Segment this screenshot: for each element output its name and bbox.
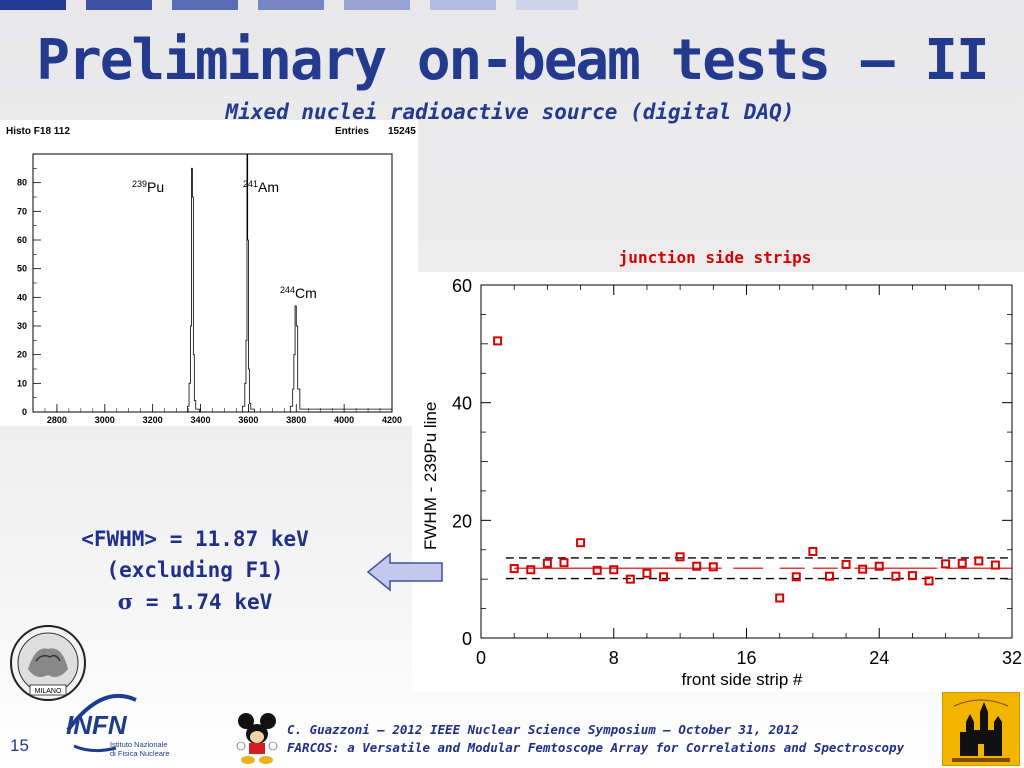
peak-label-cm: 244Cm [280, 285, 317, 301]
histogram-x-tick-label: 4200 [382, 415, 402, 425]
histogram-x-tick-label: 3200 [143, 415, 163, 425]
scatter-data-point [642, 568, 652, 578]
scatter-data-point [957, 558, 967, 568]
fwhm-summary: <FWHM> = 11.87 keV (excluding F1) σ = 1.… [30, 524, 360, 618]
histogram-y-tick-label: 20 [17, 350, 27, 360]
histogram-y-tick-label: 10 [17, 378, 27, 388]
fwhm-scatter-chart: 0 20 40 60 0 8 16 24 32 front side strip # FWHM … [421, 276, 1022, 689]
scatter-x-tick-label: 16 [736, 648, 756, 668]
scatter-data-point [592, 565, 602, 575]
scatter-data-point [791, 572, 801, 582]
scatter-data-point [708, 562, 718, 572]
slide-number: 15 [10, 736, 29, 755]
footer-line-1: C. Guazzoni – 2012 IEEE Nuclear Science … [287, 722, 799, 737]
left-arrow-icon [366, 552, 443, 592]
castle-logo [942, 692, 1020, 766]
scatter-data-point [625, 574, 635, 584]
scatter-y-tick-label: 0 [462, 629, 472, 649]
scatter-data-point [493, 336, 503, 346]
scatter-y-label: FWHM - 239Pu line [421, 402, 440, 550]
histogram-x-tick-label: 3400 [191, 415, 211, 425]
histogram-frame [32, 153, 393, 413]
histogram-entries-label: Entries [335, 126, 369, 137]
histogram-y-tick-label: 30 [17, 321, 27, 331]
scatter-data-point [692, 561, 702, 571]
svg-text:MILANO: MILANO [35, 688, 62, 695]
histogram-x-tick-label: 4000 [334, 415, 354, 425]
scatter-data-point [576, 538, 586, 548]
scatter-title: junction side strips [618, 248, 812, 267]
scatter-data-point [974, 556, 984, 566]
infn-logo: INFN Istituto Nazionale di Fisica Nuclea… [62, 690, 212, 762]
peak-label-pu: 239Pu [132, 179, 164, 195]
histogram-chart: Histo F18 112 Entries 15245 0 10 20 30 40 50 6… [6, 126, 416, 425]
politecnico-seal-logo: MILANO [10, 625, 86, 701]
scatter-data-point [509, 564, 519, 574]
footer-line-2: FARCOS: a Versatile and Modular Femtosco… [287, 740, 905, 755]
histogram-header-left: Histo F18 112 [6, 126, 70, 137]
histogram-y-tick-label: 80 [17, 178, 27, 188]
histogram-entries-value: 15245 [388, 126, 416, 137]
svg-text:INFN: INFN [66, 710, 128, 740]
scatter-x-tick-label: 32 [1002, 648, 1022, 668]
scatter-data-point [907, 571, 917, 581]
histogram-axes: 0 10 20 30 40 50 60 70 80 2800 3000 3200 3400 3600 380… [17, 168, 402, 425]
scatter-data-point [990, 560, 1000, 570]
scatter-data-point [542, 558, 552, 568]
histogram-y-tick-label: 60 [17, 235, 27, 245]
footer-citation: C. Guazzoni – 2012 IEEE Nuclear Science … [287, 721, 904, 757]
scatter-data-point [841, 559, 851, 569]
scatter-marks [493, 336, 1012, 603]
slide-title: Preliminary on-beam tests – II [36, 28, 989, 93]
scatter-y-tick-label: 60 [452, 276, 472, 296]
scatter-data-point [891, 571, 901, 581]
scatter-data-point [924, 576, 934, 586]
fwhm-scatter-panel: 0 20 40 60 0 8 16 24 32 front side strip # FWHM … [412, 272, 1024, 692]
histogram-spectrum-line [33, 153, 393, 413]
scatter-data-point [824, 571, 834, 581]
fwhm-excluding-text: (excluding F1) [106, 558, 284, 582]
scatter-data-point [675, 552, 685, 562]
mascot-icon [236, 713, 278, 764]
histogram-x-tick-label: 2800 [47, 415, 67, 425]
svg-text:di Fisica Nucleare: di Fisica Nucleare [110, 749, 170, 758]
scatter-data-point [659, 572, 669, 582]
histogram-x-tick-label: 3600 [238, 415, 258, 425]
histogram-y-tick-label: 70 [17, 206, 27, 216]
scatter-data-point [559, 558, 569, 568]
peak-label-am: 241Am [243, 179, 279, 195]
scatter-x-tick-label: 0 [476, 648, 486, 668]
histogram-x-tick-label: 3000 [95, 415, 115, 425]
histogram-y-tick-label: 50 [17, 264, 27, 274]
scatter-data-point [941, 559, 951, 569]
scatter-y-tick-label: 20 [452, 511, 472, 531]
scatter-data-point [775, 593, 785, 603]
histogram-y-tick-label: 40 [17, 292, 27, 302]
scatter-x-label: front side strip # [682, 670, 803, 689]
histogram-panel: Histo F18 112 Entries 15245 0 10 20 30 40 50 6… [0, 120, 418, 426]
scatter-data-point [526, 565, 536, 575]
scatter-y-tick-label: 40 [452, 394, 472, 414]
scatter-axes: 0 20 40 60 0 8 16 24 32 [452, 276, 1022, 668]
histogram-x-tick-label: 3800 [286, 415, 306, 425]
histogram-y-tick-label: 0 [22, 407, 27, 417]
scatter-data-point [874, 561, 884, 571]
scatter-x-tick-label: 8 [609, 648, 619, 668]
fwhm-sigma-text: σ = 1.74 keV [117, 589, 273, 614]
fwhm-mean-text: <FWHM> = 11.87 keV [81, 527, 309, 551]
scatter-data-point [609, 565, 619, 575]
svg-text:Istituto Nazionale: Istituto Nazionale [110, 740, 168, 749]
scatter-data-point [808, 547, 818, 557]
scatter-x-tick-label: 24 [869, 648, 889, 668]
scatter-data-point [858, 564, 868, 574]
